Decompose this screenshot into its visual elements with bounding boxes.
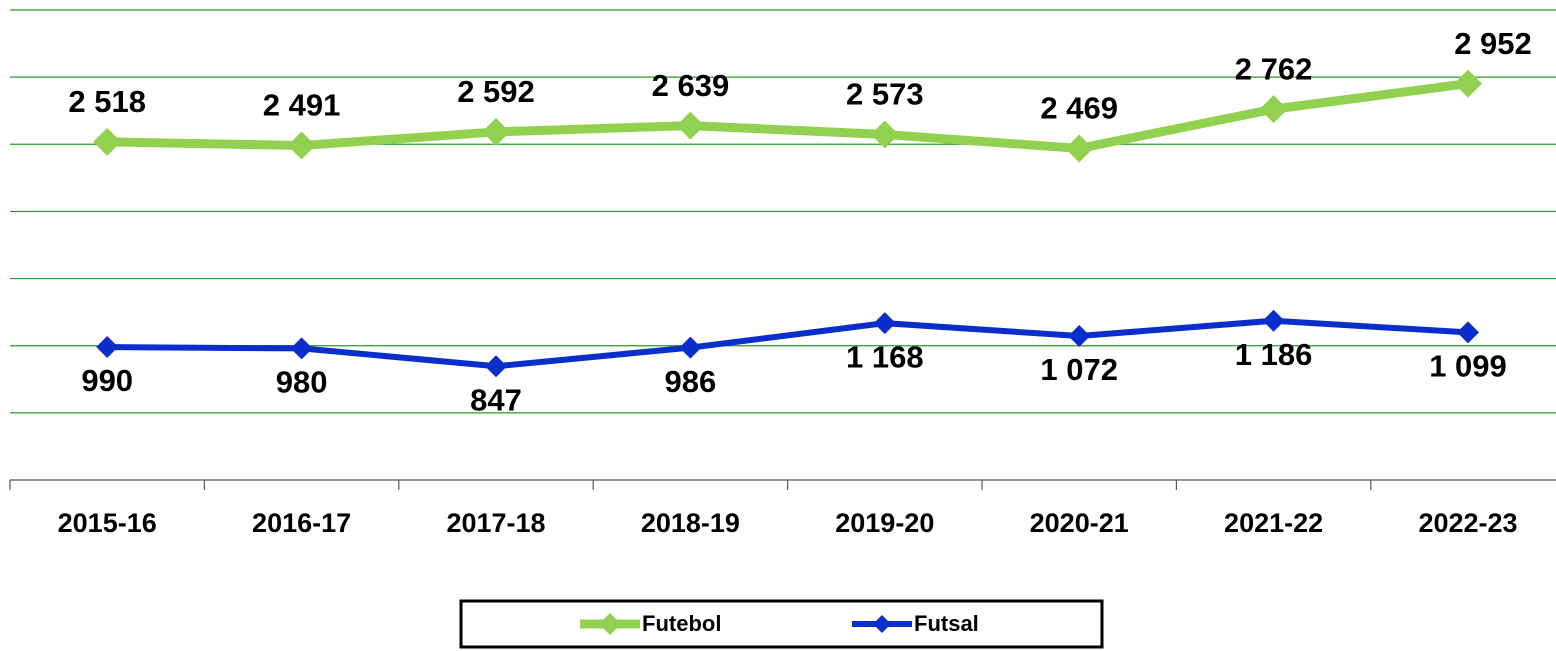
point-marker: [1262, 309, 1285, 332]
series-line: [107, 79, 1469, 153]
point-marker: [96, 336, 119, 359]
point-marker: [287, 131, 316, 160]
legend-label: Futsal: [914, 611, 979, 636]
x-tick-label: 2021-22: [1224, 508, 1323, 538]
x-tick-label: 2017-18: [446, 508, 545, 538]
x-tick-label: 2016-17: [252, 508, 351, 538]
point-marker: [485, 355, 507, 378]
x-tick-label: 2020-21: [1030, 508, 1129, 538]
data-label: 1 186: [1235, 337, 1313, 372]
data-label: 847: [470, 382, 522, 417]
data-label: 1 099: [1429, 349, 1507, 384]
data-label: 2 573: [846, 77, 924, 112]
point-marker: [290, 337, 313, 360]
point-marker: [679, 336, 702, 359]
x-tick-label: 2022-23: [1418, 508, 1517, 538]
legend-marker: [599, 613, 621, 635]
point-marker: [93, 127, 122, 156]
data-label: 1 072: [1040, 352, 1118, 387]
data-label: 2 639: [652, 68, 730, 103]
data-label: 2 592: [457, 74, 535, 109]
point-marker: [1259, 95, 1288, 124]
point-marker: [676, 111, 705, 140]
x-tick-label: 2018-19: [641, 508, 740, 538]
data-label: 2 762: [1235, 51, 1313, 86]
x-tick-label: 2019-20: [835, 508, 934, 538]
point-marker: [1068, 325, 1091, 348]
point-marker: [1457, 321, 1479, 344]
data-label: 2 952: [1454, 26, 1532, 61]
data-label: 2 469: [1040, 91, 1118, 126]
data-label: 1 168: [846, 339, 924, 374]
legend-box: [459, 599, 1104, 649]
data-label: 986: [665, 364, 717, 399]
point-marker: [482, 117, 510, 146]
point-marker: [870, 120, 899, 149]
data-label: 980: [276, 365, 328, 400]
data-label: 2 518: [68, 84, 146, 119]
data-label: 990: [81, 363, 133, 398]
point-marker: [1065, 134, 1094, 163]
data-label: 2 491: [263, 88, 341, 123]
legend-label: Futebol: [642, 611, 721, 636]
series-line: [107, 317, 1469, 370]
legend-marker: [873, 615, 891, 633]
point-marker: [873, 312, 896, 335]
x-tick-label: 2015-16: [58, 508, 157, 538]
point-marker: [1454, 69, 1482, 98]
